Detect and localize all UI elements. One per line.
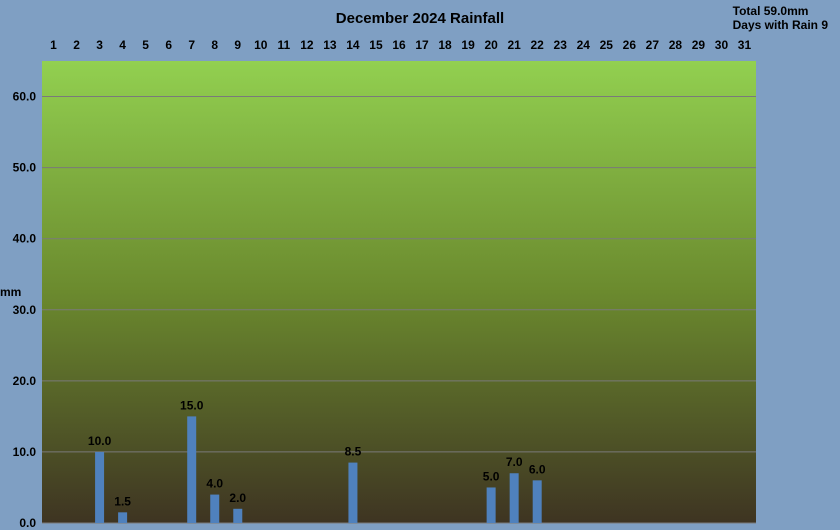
data-label: 2.0 <box>229 491 246 505</box>
data-label: 10.0 <box>88 434 112 448</box>
x-tick-label: 2 <box>73 38 80 52</box>
x-tick-label: 14 <box>346 38 360 52</box>
y-axis-label: mm <box>0 285 21 299</box>
x-tick-label: 16 <box>392 38 406 52</box>
x-tick-label: 8 <box>211 38 218 52</box>
rain-bar <box>210 494 220 523</box>
x-tick-label: 30 <box>715 38 729 52</box>
x-axis-ticks: 1 2 3 4 5 6 7 8 9 10 11 12 13 14 15 16 17 18 19 20 21 22 23 24 2… <box>50 38 751 52</box>
x-tick-label: 23 <box>554 38 568 52</box>
x-tick-label: 4 <box>119 38 126 52</box>
plot-area <box>42 61 756 523</box>
x-tick-label: 13 <box>323 38 337 52</box>
rain-bar <box>95 451 105 523</box>
x-tick-label: 27 <box>646 38 660 52</box>
x-tick-label: 15 <box>369 38 383 52</box>
y-tick-label: 10.0 <box>13 445 37 459</box>
x-tick-label: 25 <box>600 38 614 52</box>
rain-bar <box>486 487 496 523</box>
data-labels: 10.0 1.5 15.0 4.0 2.0 8.5 5.0 7.0 6.0 <box>88 398 546 508</box>
data-label: 7.0 <box>506 455 523 469</box>
x-tick-label: 1 <box>50 38 57 52</box>
x-tick-label: 20 <box>484 38 498 52</box>
data-label: 6.0 <box>529 462 546 476</box>
x-tick-label: 28 <box>669 38 683 52</box>
rain-bar <box>233 508 243 523</box>
x-tick-label: 3 <box>96 38 103 52</box>
y-tick-label: 0.0 <box>19 516 36 530</box>
rain-bar <box>118 512 128 523</box>
data-label: 5.0 <box>483 469 500 483</box>
x-tick-label: 6 <box>165 38 172 52</box>
x-tick-label: 22 <box>531 38 545 52</box>
y-tick-label: 40.0 <box>13 232 37 246</box>
bars <box>95 416 542 523</box>
x-tick-label: 11 <box>277 38 290 52</box>
rain-bar <box>532 480 542 523</box>
data-label: 4.0 <box>206 477 223 491</box>
rain-summary: Total 59.0mm Days with Rain 9 <box>733 4 828 32</box>
x-tick-label: 26 <box>623 38 637 52</box>
x-tick-label: 24 <box>577 38 591 52</box>
x-tick-label: 12 <box>300 38 314 52</box>
x-tick-label: 21 <box>507 38 521 52</box>
x-tick-label: 29 <box>692 38 706 52</box>
days-with-rain: Days with Rain 9 <box>732 18 828 32</box>
y-tick-label: 50.0 <box>13 161 37 175</box>
y-tick-label: 20.0 <box>13 374 37 388</box>
rain-bar <box>348 462 358 523</box>
grid-lines <box>42 96 756 524</box>
x-tick-label: 18 <box>438 38 452 52</box>
x-tick-label: 19 <box>461 38 475 52</box>
x-tick-label: 31 <box>738 38 752 52</box>
x-tick-label: 9 <box>234 38 241 52</box>
chart-title: December 2024 Rainfall <box>335 10 505 27</box>
x-tick-label: 17 <box>415 38 429 52</box>
rain-bar <box>509 473 519 523</box>
y-tick-label: 60.0 <box>13 90 37 104</box>
x-tick-label: 10 <box>254 38 268 52</box>
x-tick-label: 7 <box>188 38 195 52</box>
total-rainfall: Total 59.0mm <box>732 4 809 18</box>
x-tick-label: 5 <box>142 38 149 52</box>
data-label: 1.5 <box>114 494 131 508</box>
data-label: 15.0 <box>180 398 204 412</box>
y-tick-label: 30.0 <box>13 303 37 317</box>
data-label: 8.5 <box>345 445 362 459</box>
y-axis-ticks: 0.0 10.0 20.0 30.0 40.0 50.0 60.0 <box>13 90 37 530</box>
rain-bar <box>187 416 197 523</box>
